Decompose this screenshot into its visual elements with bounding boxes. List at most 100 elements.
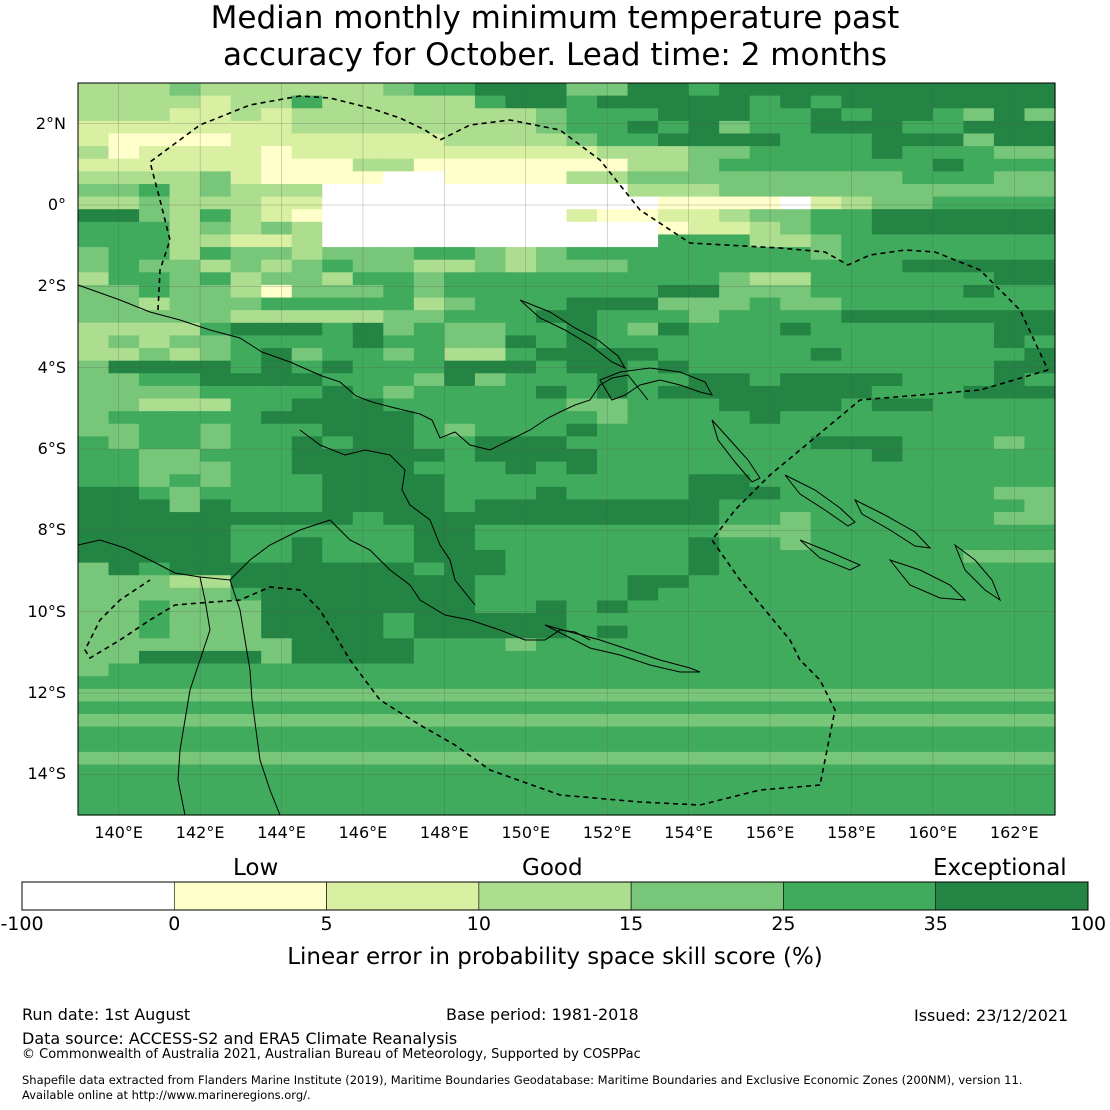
- grid-cell: [291, 537, 323, 551]
- bougainville: [711, 419, 761, 483]
- grid-cell: [200, 423, 232, 437]
- grid-cell: [841, 802, 873, 816]
- grid-cell: [902, 726, 934, 740]
- grid-cell: [291, 234, 323, 248]
- grid-cell: [474, 688, 507, 703]
- grid-cell: [200, 284, 232, 299]
- grid-cell: [200, 360, 232, 374]
- grid-cell: [230, 221, 262, 236]
- grid-cell: [566, 171, 598, 185]
- colorbar-segment: [21, 881, 175, 911]
- grid-cell: [688, 209, 720, 223]
- grid-cell: [597, 802, 629, 816]
- grid-cell: [871, 739, 903, 753]
- grid-cell: [871, 499, 903, 513]
- grid-cell: [780, 701, 812, 715]
- grid-cell: [627, 701, 659, 715]
- grid-cell: [352, 171, 384, 185]
- grid-cell: [230, 146, 262, 160]
- grid-cell: [535, 575, 568, 589]
- grid-cell: [932, 411, 965, 425]
- grid-cell: [566, 436, 598, 450]
- grid-cell: [658, 196, 690, 210]
- grid-cell: [535, 802, 568, 816]
- grid-cell: [383, 171, 415, 185]
- grid-cell: [444, 146, 476, 160]
- grid-cell: [291, 360, 323, 374]
- grid-cell: [535, 499, 568, 513]
- grid-cell: [413, 284, 445, 299]
- grid-cell: [78, 436, 110, 450]
- grid-cell: [963, 751, 995, 766]
- grid-cell: [383, 739, 415, 753]
- grid-cell: [139, 196, 171, 210]
- grid-cell: [383, 398, 415, 412]
- grid-cell: [413, 348, 445, 362]
- grid-cell: [169, 322, 201, 337]
- grid-cell: [719, 537, 751, 551]
- grid-cell: [383, 221, 415, 236]
- grid-cell: [627, 650, 659, 665]
- grid-cell: [261, 335, 293, 349]
- grid-cell: [810, 802, 842, 816]
- grid-cell: [413, 335, 445, 349]
- grid-cell: [932, 802, 965, 816]
- grid-cell: [230, 461, 262, 475]
- grid-cell: [291, 802, 323, 816]
- grid-cell: [474, 196, 507, 210]
- grid-cell: [993, 120, 1026, 135]
- grid-cell: [261, 739, 293, 753]
- grid-cell: [383, 297, 415, 311]
- grid-cell: [444, 133, 476, 147]
- grid-cell: [535, 196, 568, 210]
- grid-cell: [841, 499, 873, 513]
- grid-cell: [658, 688, 690, 703]
- grid-cell: [841, 676, 873, 690]
- grid-cell: [169, 133, 201, 147]
- grid-cell: [780, 221, 812, 236]
- grid-cell: [963, 739, 995, 753]
- grid-cell: [444, 676, 476, 690]
- grid-cell: [139, 714, 171, 728]
- grid-cell: [597, 348, 629, 362]
- grid-cell: [780, 183, 812, 198]
- grid-cell: [169, 676, 201, 690]
- grid-cell: [413, 247, 445, 261]
- grid-cell: [1024, 247, 1056, 261]
- grid-cell: [78, 449, 110, 463]
- shapefile-credit-1: Shapefile data extracted from Flanders M…: [22, 1073, 1023, 1087]
- grid-cell: [566, 524, 598, 538]
- grid-cell: [322, 512, 354, 526]
- grid-cell: [322, 676, 354, 690]
- grid-cell: [749, 650, 781, 665]
- grid-cell: [841, 751, 873, 766]
- grid-cell: [963, 360, 995, 374]
- grid-cell: [688, 360, 720, 374]
- grid-cell: [108, 373, 140, 387]
- grid-cell: [871, 322, 903, 337]
- grid-cell: [291, 272, 323, 286]
- grid-cell: [780, 751, 812, 766]
- grid-cell: [963, 297, 995, 311]
- grid-cell: [383, 436, 415, 450]
- grid-cell: [444, 322, 476, 337]
- grid-cell: [810, 486, 842, 501]
- grid-cell: [444, 701, 476, 715]
- grid-cell: [719, 436, 751, 450]
- grid-cell: [322, 600, 354, 614]
- grid-cell: [932, 171, 965, 185]
- grid-cell: [139, 751, 171, 766]
- grid-cell: [658, 411, 690, 425]
- grid-cell: [322, 385, 354, 400]
- colorbar-label: Linear error in probability space skill …: [287, 944, 823, 970]
- grid-cell: [291, 436, 323, 450]
- grid-cell: [749, 587, 781, 602]
- grid-cell: [291, 373, 323, 387]
- grid-cell: [658, 436, 690, 450]
- grid-cell: [261, 549, 293, 564]
- grid-cell: [1024, 613, 1056, 627]
- grid-cell: [597, 297, 629, 311]
- grid-cell: [444, 512, 476, 526]
- grid-cell: [841, 95, 873, 109]
- grid-cell: [841, 221, 873, 236]
